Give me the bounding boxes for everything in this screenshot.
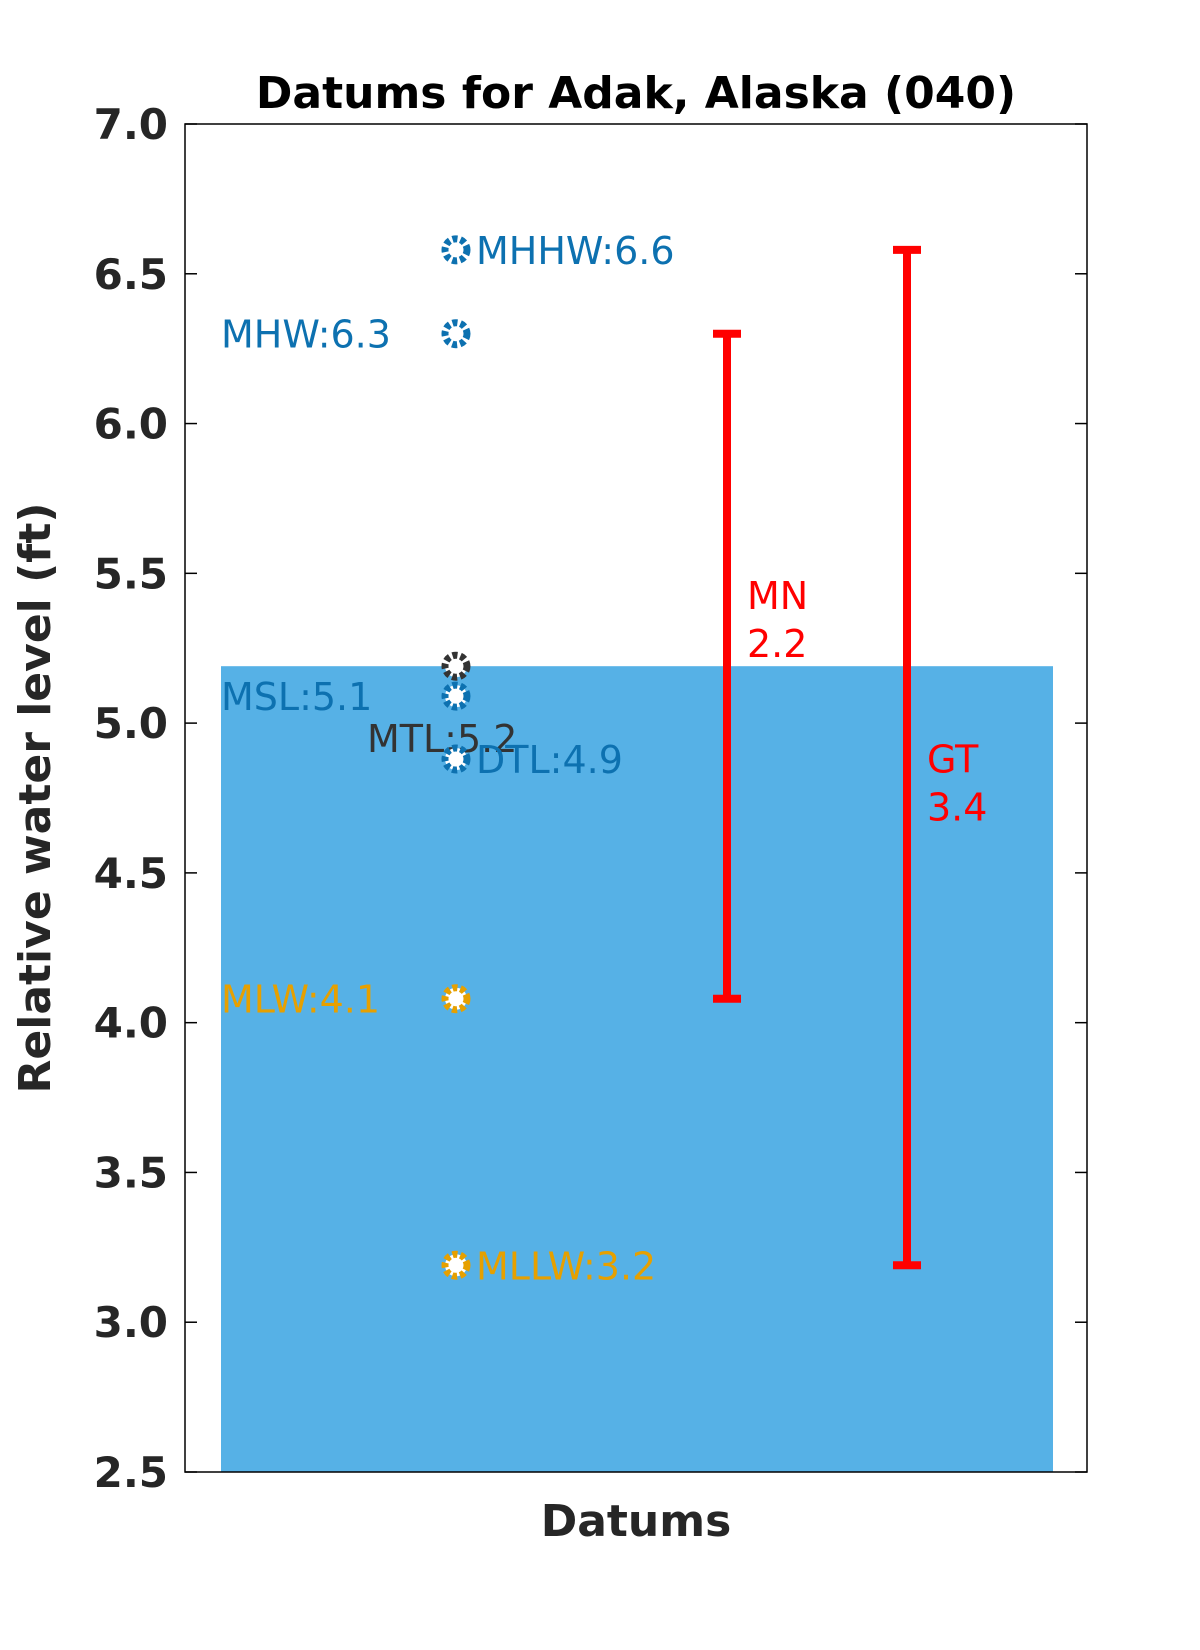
y-tick-label: 6.5 [94, 250, 168, 299]
range-label-name: MN [747, 574, 808, 618]
datum-label-dtl: DTL:4.9 [476, 738, 623, 782]
range-label-value: 2.2 [747, 622, 807, 666]
y-tick-label: 2.5 [94, 1448, 168, 1497]
datum-label-mlw: MLW:4.1 [221, 978, 380, 1022]
range-bars: MN2.2 GT3.4 [713, 245, 987, 1270]
y-axis-label: Relative water level (ft) [10, 503, 61, 1094]
datum-point-mhhw [441, 235, 471, 265]
y-axis-ticks: 2.5 3.0 3.5 4.0 4.5 5.0 5.5 6.0 6.5 7.0 [94, 100, 1087, 1497]
y-tick-label: 4.5 [94, 849, 168, 898]
background-bar [221, 666, 1053, 1472]
background-bar-layer [221, 666, 1053, 1472]
y-tick-label: 6.0 [94, 400, 168, 449]
datum-label-mhhw: MHHW:6.6 [476, 229, 675, 273]
x-axis-label: Datums [541, 1496, 732, 1547]
y-tick-label: 5.0 [94, 699, 168, 748]
datum-label-mtl: MTL:5.2 [367, 717, 517, 761]
y-tick-label: 3.5 [94, 1148, 168, 1197]
datum-label-mllw: MLLW:3.2 [476, 1244, 656, 1288]
chart-title: Datums for Adak, Alaska (040) [256, 68, 1016, 119]
datum-point-mtl [441, 651, 471, 681]
y-tick-label: 3.0 [94, 1298, 168, 1347]
datum-point-mhw [441, 319, 471, 349]
datum-label-msl: MSL:5.1 [221, 675, 372, 719]
plot-area-frame [184, 123, 1088, 1473]
datum-label-mhw: MHW:6.3 [221, 313, 391, 357]
y-tick-label: 7.0 [94, 100, 168, 149]
range-label-name: GT [927, 738, 979, 782]
datum-point-mlw [441, 984, 471, 1014]
y-tick-label: 5.5 [94, 549, 168, 598]
datum-point-dtl [441, 744, 471, 774]
y-tick-label: 4.0 [94, 999, 168, 1048]
datum-point-msl [441, 681, 471, 711]
range-label-value: 3.4 [927, 786, 987, 830]
datum-point-mllw [441, 1250, 471, 1280]
